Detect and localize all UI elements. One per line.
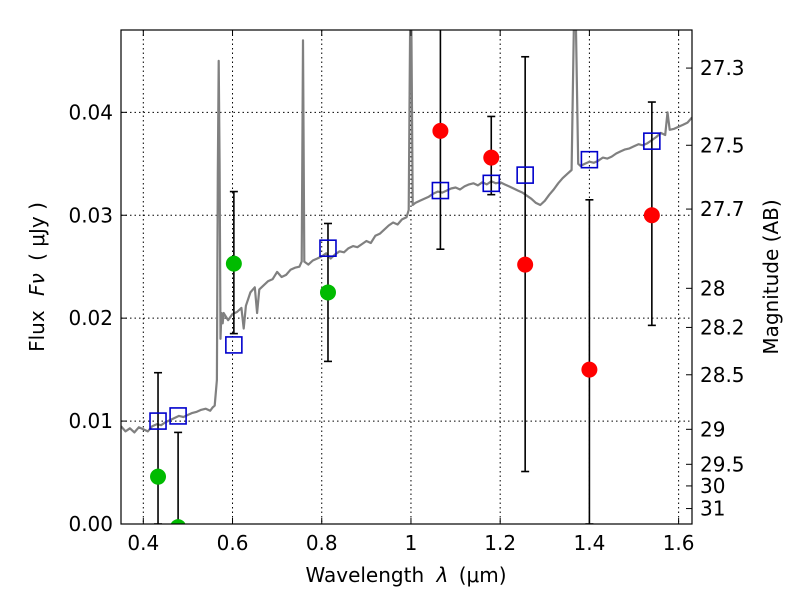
right-tick-label: 28 [700, 276, 725, 300]
spectrum-line [121, 30, 692, 434]
tick-layer: 0.4 0.6 0.8 1 1.2 1.4 1.6 0.00 0.01 0.02 0.03 0.04 2… [68, 30, 745, 555]
flux-circle-point [225, 255, 242, 272]
y-tick-label: 0.03 [68, 203, 113, 227]
x-tick-label: 0.8 [306, 531, 338, 555]
y-axis-label: Flux Fν ( μJy ) [25, 202, 49, 352]
x-axis-label: Wavelength λ (μm) [305, 563, 506, 587]
x-tick-label: 0.6 [217, 531, 249, 555]
plot-frame [120, 29, 693, 525]
marker-layer [149, 122, 661, 524]
flux-circle-point [643, 207, 660, 224]
right-tick-label: 27.5 [700, 133, 745, 157]
spectrum-layer [121, 30, 692, 434]
model-square-point [169, 407, 187, 425]
y-tick-label: 0.01 [68, 409, 113, 433]
x-tick-label: 1.2 [484, 531, 516, 555]
x-tick-label: 0.4 [127, 531, 159, 555]
model-square-point [580, 150, 599, 169]
grid [121, 30, 692, 525]
model-square-point [482, 174, 501, 193]
right-tick-label: 27.7 [700, 197, 745, 221]
y-tick-label: 0.00 [68, 512, 113, 536]
right-axis-label: Magnitude (AB) [759, 199, 783, 354]
right-tick-label: 28.2 [700, 315, 745, 339]
model-square-point [516, 166, 534, 184]
x-tick-label: 1.4 [573, 531, 605, 555]
flux-circle-point [170, 519, 186, 524]
y-tick-label: 0.02 [68, 306, 113, 330]
model-square-point [225, 336, 243, 354]
x-tick-label: 1.6 [663, 531, 695, 555]
x-tick-label: 1 [405, 531, 418, 555]
right-tick-label: 30 [700, 474, 725, 498]
model-square-point [319, 239, 337, 257]
right-tick-label: 31 [700, 497, 725, 521]
model-square-point [643, 132, 661, 150]
flux-circle-point [581, 361, 598, 378]
right-tick-label: 27.3 [700, 56, 745, 80]
flux-circle-point [517, 256, 534, 273]
flux-circle-point [432, 122, 449, 139]
right-tick-label: 29.5 [700, 452, 745, 476]
y-tick-label: 0.04 [68, 100, 113, 124]
flux-circle-point [483, 149, 500, 166]
right-tick-label: 29 [700, 417, 725, 441]
model-square-point [431, 181, 450, 200]
flux-circle-point [150, 468, 167, 485]
flux-circle-point [319, 284, 336, 301]
model-square-point [149, 412, 167, 430]
right-tick-label: 28.5 [700, 363, 745, 387]
